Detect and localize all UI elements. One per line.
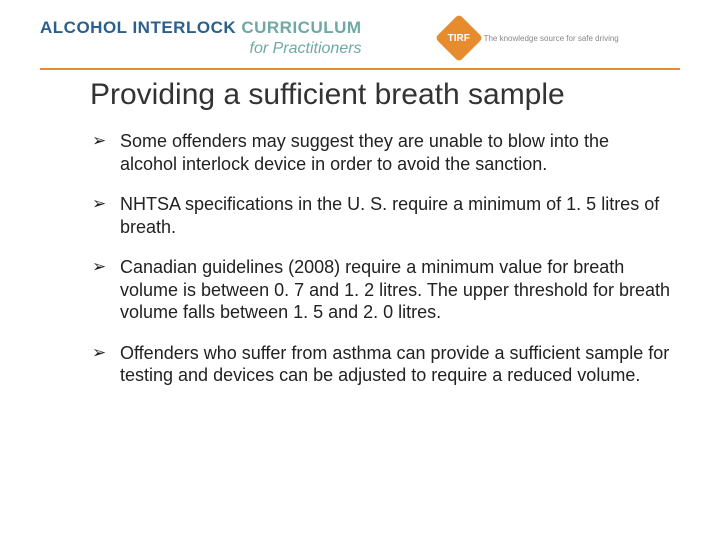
list-item: Canadian guidelines (2008) require a min…: [90, 256, 670, 324]
logo-block: TIRF The knowledge source for safe drivi…: [442, 21, 619, 55]
list-item: Some offenders may suggest they are unab…: [90, 130, 670, 175]
slide-title: Providing a sufficient breath sample: [90, 78, 670, 112]
logo-tagline: The knowledge source for safe driving: [484, 34, 619, 43]
brand-block: ALCOHOL INTERLOCK CURRICULUM for Practit…: [40, 18, 362, 58]
brand-part1: ALCOHOL INTERLOCK: [40, 18, 236, 37]
list-item: NHTSA specifications in the U. S. requir…: [90, 193, 670, 238]
logo-icon: TIRF: [435, 14, 483, 62]
brand-part2: CURRICULUM: [236, 18, 361, 37]
brand-title: ALCOHOL INTERLOCK CURRICULUM: [40, 18, 362, 38]
slide-header: ALCOHOL INTERLOCK CURRICULUM for Practit…: [0, 0, 720, 68]
logo-text: TIRF: [447, 33, 469, 44]
header-divider: [40, 68, 680, 70]
bullet-list: Some offenders may suggest they are unab…: [90, 130, 670, 387]
list-item: Offenders who suffer from asthma can pro…: [90, 342, 670, 387]
brand-subtitle: for Practitioners: [40, 40, 362, 58]
slide-content: Providing a sufficient breath sample Som…: [0, 78, 720, 387]
